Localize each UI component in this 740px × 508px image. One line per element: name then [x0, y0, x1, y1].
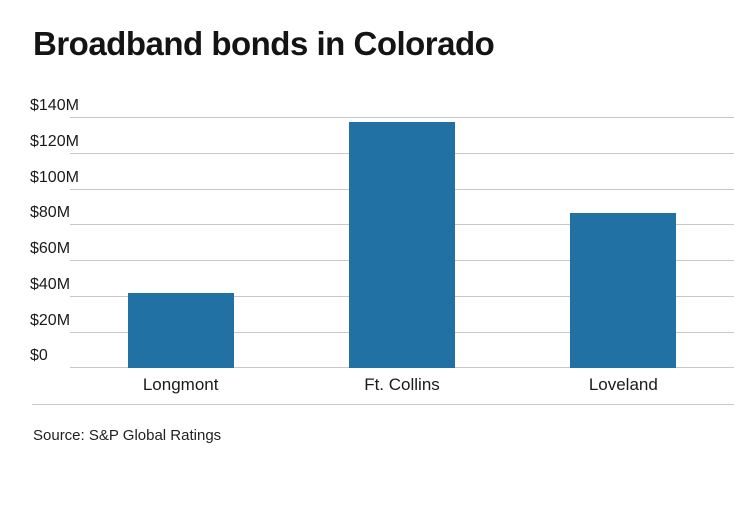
bar-ft-collins — [348, 121, 455, 369]
plot-area: $0 $20M $40M $60M $80M $100M $120M $140M — [30, 98, 734, 369]
x-tick-label-ft-collins: Ft. Collins — [364, 375, 440, 395]
bars-group — [70, 118, 734, 369]
bar-loveland — [570, 212, 677, 369]
axis-bottom-rule — [32, 404, 734, 406]
y-tick-label: $0 — [30, 347, 48, 365]
y-tick-label: $60M — [30, 240, 71, 258]
y-tick-label: $20M — [30, 311, 71, 329]
x-axis-labels: Longmont Ft. Collins Loveland — [70, 368, 734, 404]
x-tick-label-longmont: Longmont — [142, 375, 219, 395]
source-text: Source: S&P Global Ratings — [33, 427, 222, 445]
y-tick-label: $140M — [30, 97, 79, 115]
gridline — [70, 117, 734, 119]
bar-chart: $0 $20M $40M $60M $80M $100M $120M $140M Longmo… — [0, 98, 740, 406]
chart-page: Broadband bonds in Colorado $0 $20M $40M $6… — [0, 25, 740, 508]
y-tick-label: $100M — [30, 168, 79, 186]
y-tick-label: $40M — [30, 275, 71, 293]
bar-longmont — [127, 293, 234, 369]
y-tick-label: $120M — [30, 133, 79, 151]
chart-title: Broadband bonds in Colorado — [33, 25, 495, 62]
x-tick-label-loveland: Loveland — [588, 375, 658, 395]
y-tick-label: $80M — [30, 204, 71, 222]
